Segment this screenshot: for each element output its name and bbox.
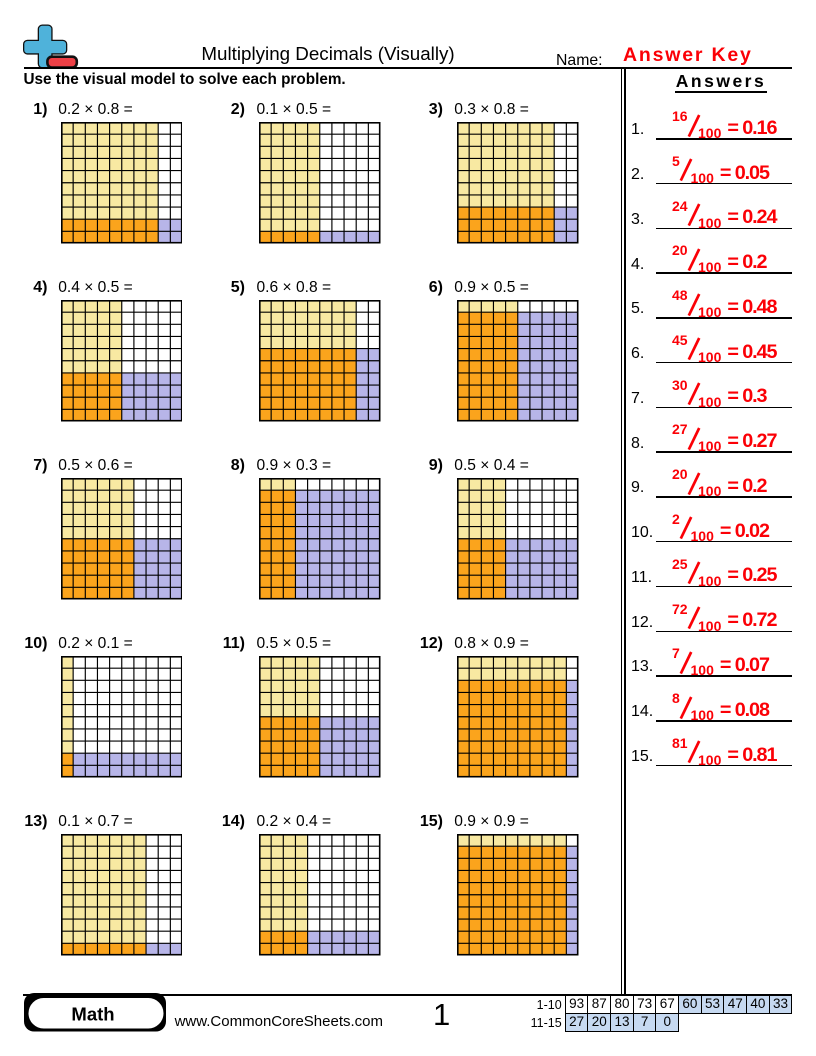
- svg-text:Math: Math: [71, 1004, 114, 1025]
